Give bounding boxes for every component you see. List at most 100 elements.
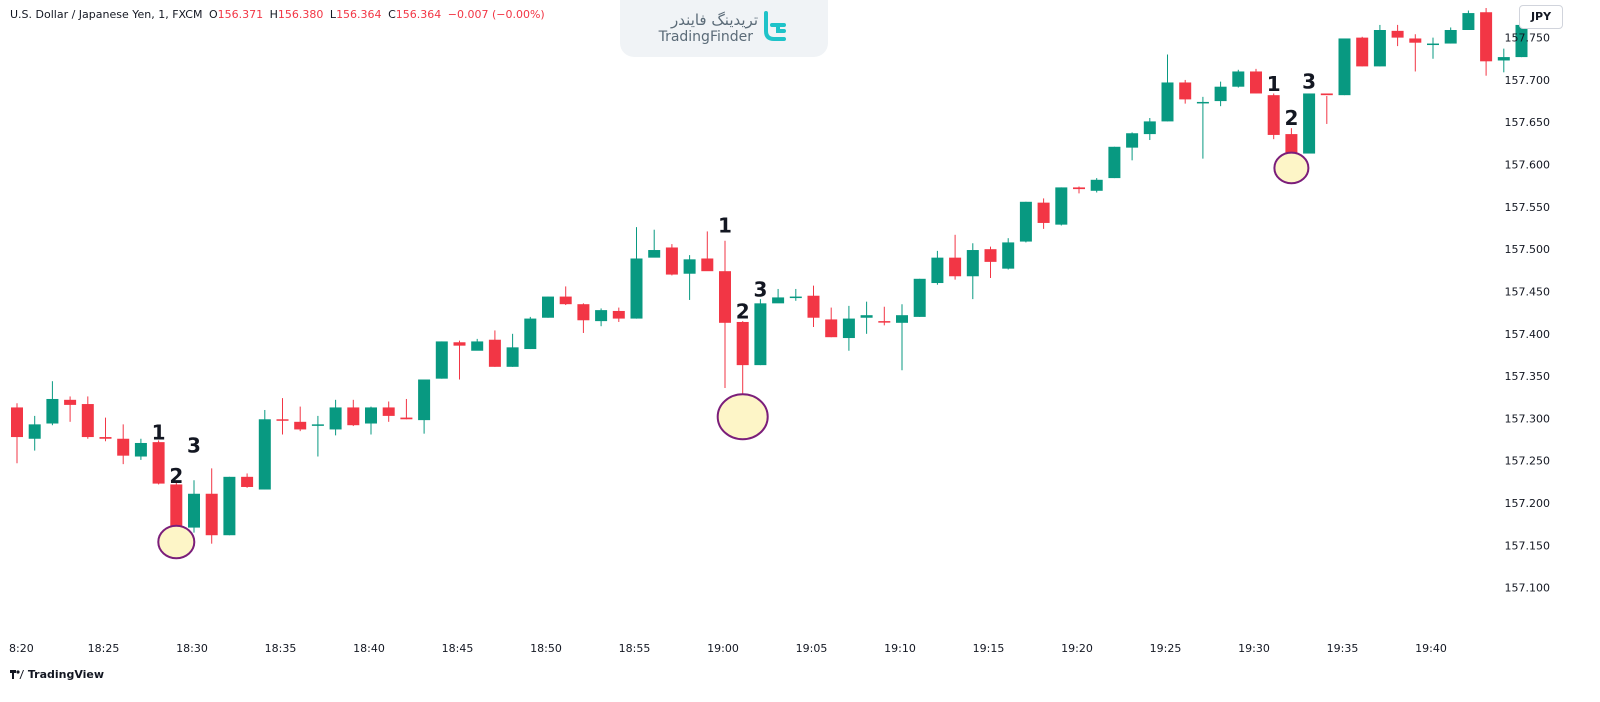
candle [365,406,377,435]
candle [294,406,307,432]
price-tick-label: 157.350 [1505,370,1551,383]
high-label: H [269,8,278,21]
candle-body [81,404,94,438]
candle-body [152,442,165,484]
candle-body [471,341,484,351]
candle [1338,38,1351,96]
candle-body [1303,93,1316,154]
candle-body [1427,43,1439,46]
time-tick-label: 19:00 [707,642,739,655]
candle-body [453,342,466,346]
price-tick-label: 157.100 [1505,582,1551,595]
time-tick-label: 18:35 [265,642,297,655]
candle [1179,79,1192,104]
candle [842,305,855,351]
candle [382,401,395,422]
candle [949,234,962,280]
candle [825,307,838,338]
candle-body [807,295,820,318]
highlight-circle [716,393,769,441]
candle-body [64,399,77,405]
candle [595,308,608,327]
time-tick-label: 19:40 [1415,642,1447,655]
close-label: C [388,8,396,21]
candle-body [382,407,395,416]
candle [1444,27,1457,44]
candle [1303,93,1316,154]
candle [577,303,590,333]
candle-number-label: 2 [169,464,183,488]
candle-body [418,379,431,421]
candle-body [1019,201,1032,242]
candle-body [329,407,342,430]
candle [542,296,554,318]
candle [11,403,23,464]
time-tick-label: 18:45 [442,642,474,655]
currency-button[interactable]: JPY [1519,5,1563,29]
candle-body [754,303,767,366]
candle-number-label: 1 [152,421,166,445]
price-tick-label: 157.500 [1505,243,1551,256]
candle-body [1143,121,1156,135]
candle-body [683,259,696,274]
candle [1055,187,1068,226]
candle [134,438,147,460]
price-tick-label: 157.300 [1505,412,1551,425]
candle-body [99,437,112,439]
candle [81,396,94,439]
candle-body [772,297,785,304]
candle [170,481,183,533]
candle-number-label: 1 [1267,72,1281,96]
candle [347,399,360,427]
candle-body [1196,101,1209,104]
time-tick-label: 18:25 [88,642,120,655]
candle [276,398,289,435]
candle-body [630,258,643,319]
candle [1214,81,1227,107]
candle-body [1214,86,1227,102]
candle [913,278,926,317]
candle-body [559,296,572,305]
symbol-name: U.S. Dollar / Japanese Yen, 1, FXCM [10,8,203,21]
price-tick-label: 157.600 [1505,159,1551,172]
close-value: 156.364 [395,8,442,21]
high-value: 156.380 [277,8,324,21]
candle [612,307,625,322]
highlights-layer [157,151,1310,560]
candle-body [984,249,997,262]
candle [1196,96,1209,159]
candle [772,288,785,304]
candle-body [1073,187,1085,190]
candle-body [1037,202,1050,223]
price-tick-label: 157.400 [1505,328,1551,341]
candle-body [506,347,519,367]
candle [1250,68,1262,94]
candle-body [878,321,891,323]
candle [1391,24,1404,47]
candles-layer [11,8,1528,544]
candle-body [1090,179,1103,191]
candle-body [595,310,608,322]
price-tick-label: 157.450 [1505,285,1551,298]
candle [1073,186,1085,194]
candle [1480,8,1493,76]
candle-body [435,341,448,379]
candle-body [524,318,537,350]
highlight-circle [157,524,196,560]
candle [1002,238,1015,270]
candle-body [117,438,130,456]
candle [665,244,678,276]
candle-body [294,421,307,430]
candle [1232,69,1245,88]
candle-body [1250,71,1262,94]
candle [701,231,714,272]
candle [630,227,643,319]
candle-body [311,424,324,426]
candle [28,415,41,451]
candle-body [1356,37,1369,67]
candle-number-label: 3 [753,278,767,302]
candle [1497,48,1510,73]
low-value: 156.364 [336,8,382,21]
candle-body [931,257,944,284]
